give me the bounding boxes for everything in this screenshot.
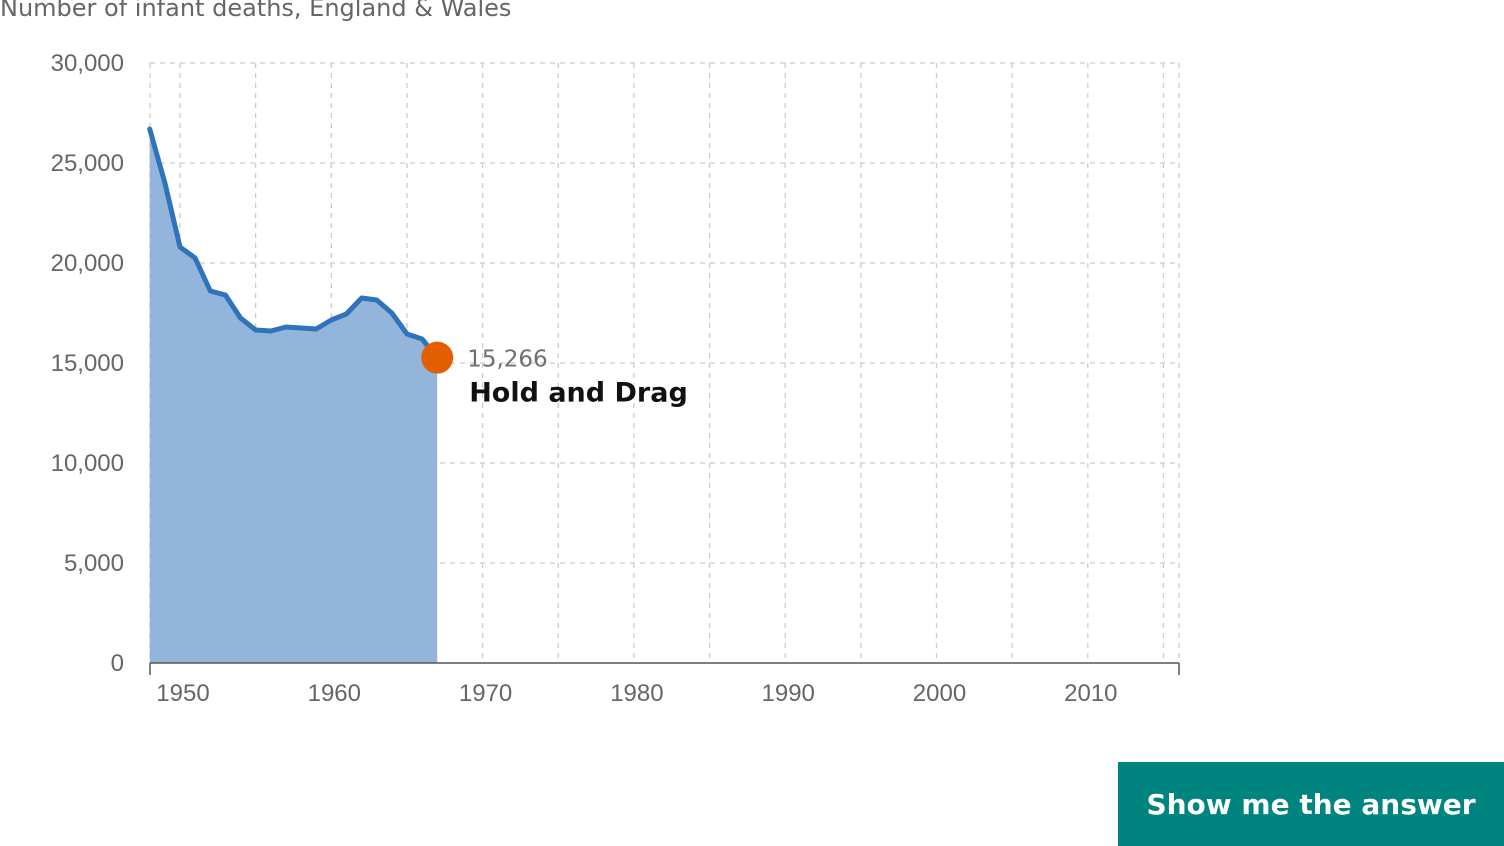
drag-value-label: 15,266 [467, 347, 547, 373]
series-area-layer [147, 126, 440, 663]
y-axis-tick-labels: 0 5,000 10,000 15,000 20,000 25,000 30,000 [51, 50, 124, 677]
series-line [147, 126, 440, 361]
x-tick-label: 1990 [762, 680, 815, 707]
y-tick-label: 15,000 [51, 350, 124, 377]
hold-and-drag-label: Hold and Drag [469, 378, 688, 409]
x-tick-label: 1970 [459, 680, 512, 707]
y-tick-label: 5,000 [64, 550, 124, 577]
series-area [149, 129, 438, 663]
axes [149, 662, 1180, 675]
y-tick-label: 30,000 [51, 50, 124, 77]
show-answer-button[interactable]: Show me the answer [1118, 762, 1504, 846]
x-tick-label: 2000 [913, 680, 966, 707]
y-tick-label: 20,000 [51, 250, 124, 277]
y-tick-label: 25,000 [51, 150, 124, 177]
y-tick-label: 10,000 [51, 450, 124, 477]
x-axis-tick-labels: 1950 1960 1970 1980 1990 2000 2010 [156, 680, 1117, 707]
drag-handle[interactable] [421, 341, 454, 374]
y-tick-label: 0 [111, 650, 124, 677]
drag-handle-layer[interactable]: 15,266 Hold and Drag [421, 341, 688, 409]
x-tick-label: 2010 [1064, 680, 1117, 707]
x-tick-label: 1980 [610, 680, 663, 707]
x-tick-label: 1960 [308, 680, 361, 707]
x-tick-label: 1950 [156, 680, 209, 707]
chart-title: Number of infant deaths, England & Wales [0, 0, 512, 22]
